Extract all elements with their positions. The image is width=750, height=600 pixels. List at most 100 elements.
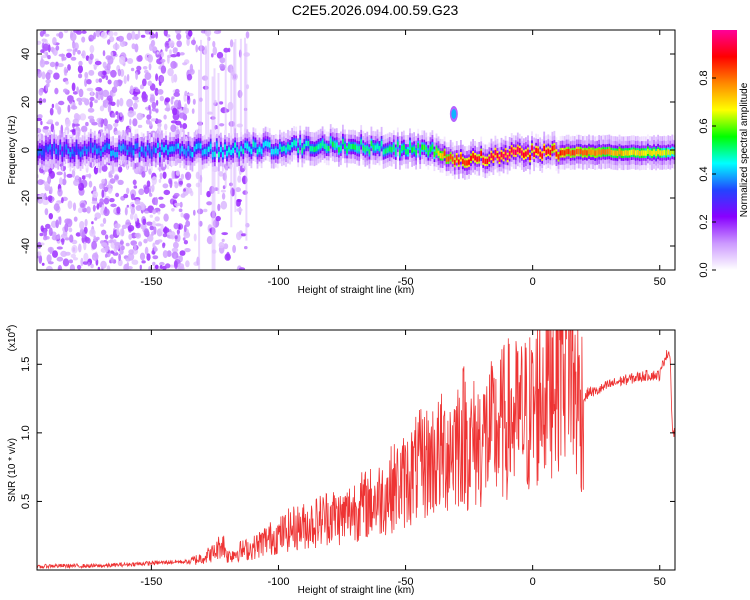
spectrogram-cell (157, 89, 164, 95)
spectrogram-cell (667, 149, 670, 155)
spectrogram-cell (563, 150, 566, 156)
spectrogram-cell (131, 259, 139, 265)
spectrogram-cell (159, 203, 166, 209)
spectrogram-cell (157, 142, 159, 149)
spectrogram-cell (175, 170, 180, 176)
spectrogram-cell (39, 59, 46, 68)
spectrogram-cell (242, 148, 245, 154)
spectrogram-cell (211, 53, 214, 58)
spectrogram-cell (222, 152, 224, 158)
spectrogram-cell (608, 148, 611, 155)
spectrogram-cell (551, 145, 554, 152)
spectrogram-cell (171, 96, 175, 100)
spectrogram-cell (87, 115, 95, 120)
spectrogram-cell (57, 188, 63, 197)
spectrogram-cell (665, 150, 668, 156)
spectrogram-cell (80, 202, 85, 208)
spectrogram-cell (109, 178, 116, 184)
spectrogram-cell (183, 240, 188, 245)
snr-x-label: Height of straight line (km) (298, 585, 415, 596)
spectrogram-cell (289, 145, 291, 151)
spectrogram-cell (622, 150, 625, 156)
spectrogram-cell (266, 141, 269, 147)
spectrogram-cell (142, 78, 147, 87)
spectrogram-cell (119, 249, 124, 255)
spectrogram-cell (230, 149, 232, 155)
spectrogram-cell (178, 224, 181, 230)
spectrogram-cell (323, 143, 326, 149)
spectrogram-cell (133, 163, 137, 169)
spectrogram-cell (126, 74, 130, 82)
spectrogram-cell (171, 208, 175, 212)
spectrogram-cell (191, 108, 195, 114)
spectrogram-cell (464, 160, 466, 166)
spectrogram-cell (73, 216, 78, 222)
spectrogram-cell (151, 107, 157, 112)
spectrogram-cell (154, 147, 157, 154)
spectrogram-cell (52, 250, 58, 258)
spectrogram-cell (553, 145, 556, 151)
spectrogram-cell (120, 145, 123, 152)
spectrogram-cell (167, 68, 174, 77)
spectrogram-cell (102, 146, 104, 153)
spectrogram-cell (476, 156, 478, 162)
spectrogram-cell (116, 206, 121, 214)
spectrogram-cell (173, 146, 175, 152)
spectrogram-cell (386, 147, 389, 153)
spectrogram-cell (37, 117, 42, 122)
spectrogram-cell (152, 220, 156, 227)
spectrogram-cell (44, 33, 50, 37)
spectrogram-cell (95, 78, 99, 84)
spectrogram-cell (40, 49, 45, 53)
spectrogram-cell (162, 233, 168, 238)
spectrogram-cell (42, 195, 46, 200)
spectrogram-cell (490, 152, 493, 159)
spectrogram-cell (171, 74, 175, 84)
spectrogram-cell (201, 150, 204, 156)
spectrogram-cell (443, 150, 446, 156)
spectrogram-cell (137, 30, 141, 39)
spectrogram-cell (77, 149, 80, 155)
spectrogram-cell (192, 98, 196, 105)
spectrogram-cell (78, 243, 82, 253)
spectrogram-cell (232, 244, 237, 254)
spectrogram-cell (171, 247, 179, 253)
spectrogram-cell (218, 241, 225, 249)
spectrogram-cell (92, 204, 96, 212)
spectrogram-cell (295, 140, 298, 147)
spectrogram-cell (102, 50, 106, 57)
spectrogram-cell (219, 57, 226, 64)
spectrogram-cell (165, 263, 171, 269)
spectrogram-cell (42, 98, 47, 103)
spectrogram-cell (85, 121, 89, 127)
spectrogram-cell (305, 140, 308, 147)
spectrogram-cell (55, 121, 59, 126)
spectrogram-cell (238, 151, 241, 157)
spectrogram-cell (75, 175, 80, 180)
spectrogram-cell (147, 54, 153, 63)
spectrogram-cell (401, 145, 403, 152)
spectrogram-cell (58, 53, 66, 57)
spectrogram-cell (624, 150, 627, 156)
spectrogram-cell (114, 223, 121, 229)
spectrogram-cell (108, 188, 112, 194)
spectrogram-cell (276, 149, 279, 155)
spectrogram-cell (68, 95, 73, 104)
colorbar-ticks: 0.0 0.2 0.4 0.6 0.8 (698, 70, 716, 278)
spectrogram-cell (89, 143, 92, 149)
spectrogram-cell (157, 239, 163, 243)
spectrogram-cell (91, 221, 94, 225)
y-tick-label: -40 (20, 238, 32, 254)
spectrogram-cell (494, 149, 497, 156)
spectrogram-cell (79, 113, 87, 121)
y-tick-label: 1.0 (20, 425, 32, 440)
spectrogram-cell (112, 92, 116, 97)
spectrogram-cell (264, 140, 267, 147)
spectrogram-cell (39, 30, 45, 37)
spectrogram-cell (224, 253, 231, 261)
spectrogram-cell (48, 168, 53, 174)
spectrogram-cell (134, 88, 141, 93)
spectrogram-cell (111, 112, 116, 118)
spectrogram-cell (170, 54, 178, 58)
spectrogram-cell (149, 214, 153, 218)
